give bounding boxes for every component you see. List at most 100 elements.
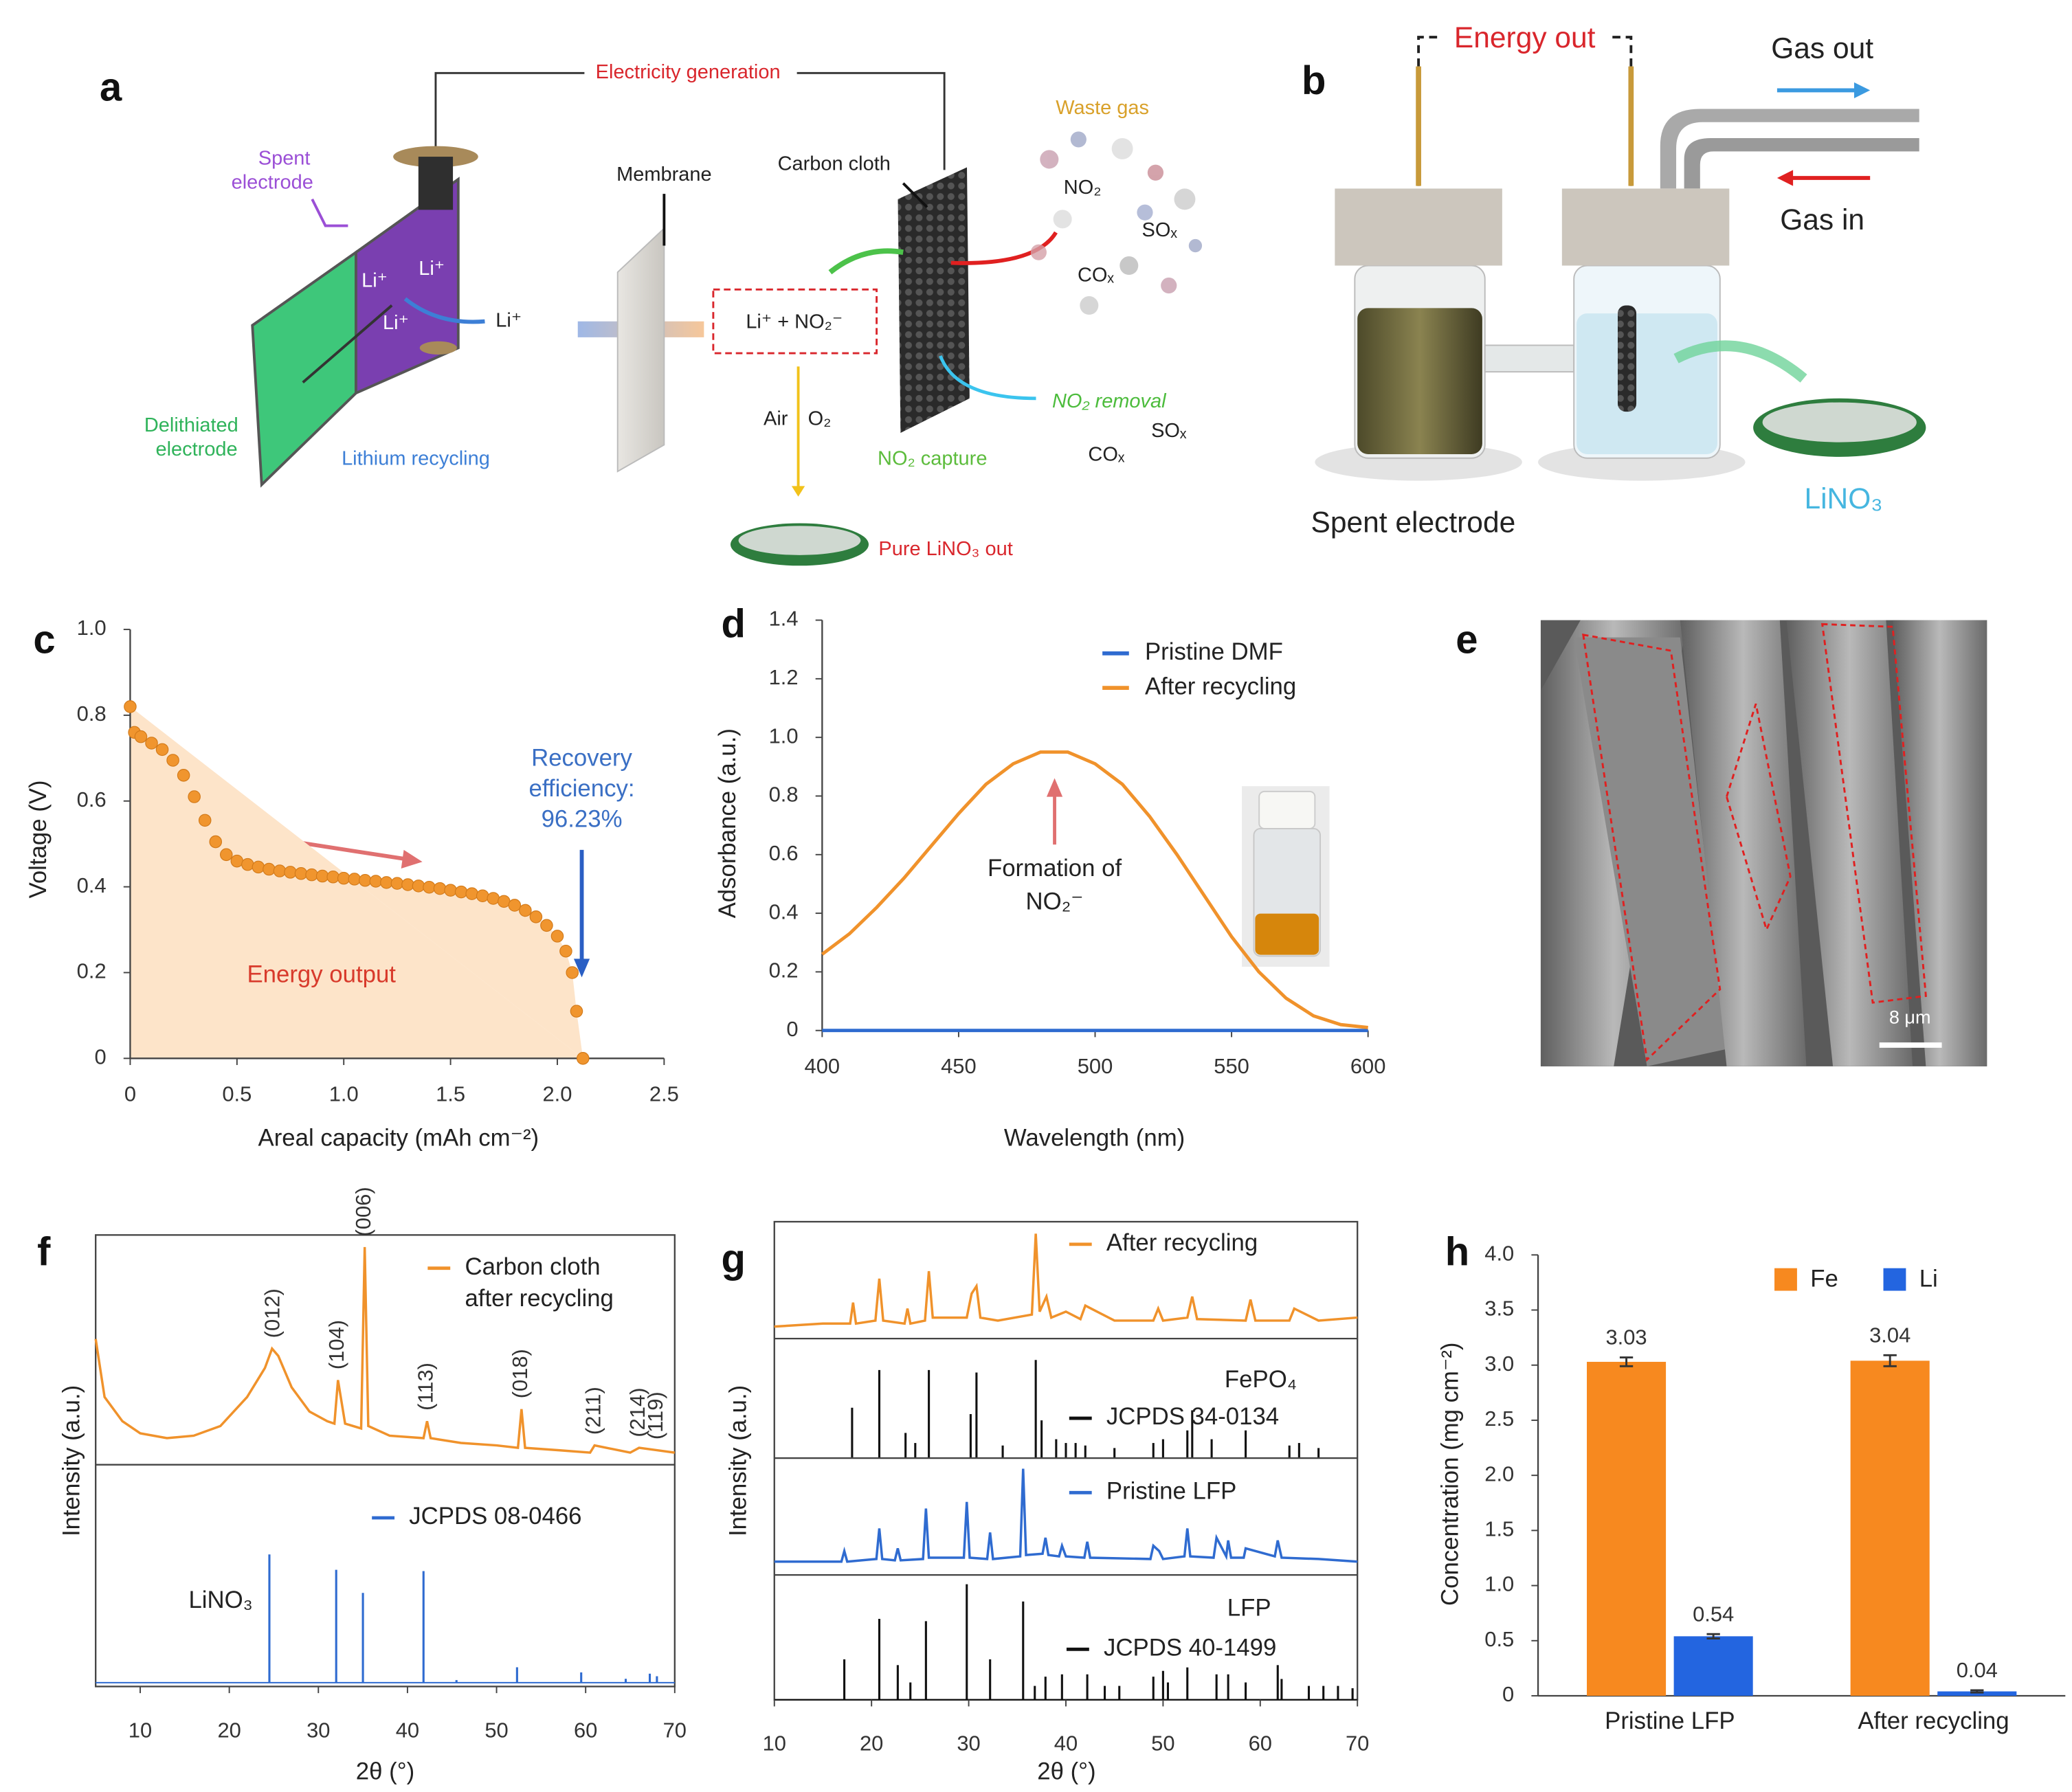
label: NO₂ capture — [878, 447, 987, 469]
point — [390, 877, 404, 890]
legend-label: Fe — [1810, 1266, 1838, 1292]
x-axis-label: 2θ (°) — [356, 1758, 414, 1784]
label: LiNO₃ — [1804, 483, 1882, 515]
pointer — [902, 182, 928, 208]
peak-label: (211) — [581, 1387, 605, 1435]
point — [166, 754, 179, 767]
point — [498, 895, 511, 908]
y-tick-label: 1.0 — [77, 616, 107, 640]
label: Li⁺ — [383, 312, 409, 334]
y-tick-label: 0.6 — [769, 841, 799, 865]
pipe — [1684, 137, 1919, 189]
arrow — [1673, 340, 1807, 383]
diagram-a: Electricity generation Spent electrode L… — [144, 59, 1203, 566]
y-tick-label: 0.8 — [77, 702, 107, 726]
membrane — [616, 227, 665, 473]
point — [380, 876, 393, 889]
x-tick-label: 1.5 — [436, 1082, 465, 1106]
point — [177, 769, 190, 782]
y-tick-label: 3.5 — [1484, 1297, 1514, 1321]
point — [423, 880, 436, 894]
peak-label: (119) — [643, 1391, 667, 1440]
point — [444, 884, 457, 897]
point — [508, 899, 522, 912]
x-tick-label: 10 — [129, 1718, 152, 1742]
point — [188, 790, 201, 803]
point — [566, 966, 579, 979]
crystals — [1762, 402, 1917, 443]
line — [774, 1233, 1358, 1328]
panel-text: FePO₄ — [1225, 1367, 1297, 1393]
y-tick-label: 1.5 — [1484, 1517, 1514, 1541]
peak-label: (113) — [414, 1363, 438, 1411]
point — [369, 875, 383, 888]
gas-molecules — [1030, 131, 1203, 315]
x-tick-label: 550 — [1214, 1054, 1249, 1078]
error-bar — [1706, 1633, 1720, 1640]
point — [198, 814, 212, 827]
pipe — [1660, 109, 1919, 189]
peak-label: (012) — [260, 1288, 285, 1338]
label: Carbon cloth — [465, 1254, 600, 1280]
panel-label: h — [1445, 1231, 1469, 1275]
label: NO₂ removal — [1052, 390, 1167, 412]
arrow — [403, 297, 485, 324]
point — [252, 860, 265, 874]
y-axis-label: Concentration (mg cm⁻²) — [1438, 1342, 1464, 1605]
label: Formation of — [988, 855, 1122, 882]
point — [412, 880, 425, 893]
point — [519, 904, 532, 917]
bar — [1587, 1361, 1667, 1696]
electrode-cap — [419, 341, 457, 355]
highlight — [1582, 634, 1722, 1062]
label: Energy out — [1454, 22, 1596, 54]
x-tick-label: 30 — [957, 1732, 980, 1756]
y-tick-label: 1.4 — [769, 607, 799, 631]
x-tick-label: 2.0 — [542, 1082, 572, 1106]
panel-labels: a b c d e f g h — [33, 59, 1478, 1281]
label: JCPDS 34-0134 — [1106, 1404, 1279, 1430]
panel-label: a — [100, 66, 122, 110]
label: SOₓ — [1151, 420, 1187, 442]
y-tick-label: 3.0 — [1484, 1352, 1514, 1376]
point — [559, 944, 572, 958]
y-tick-label: 1.0 — [1484, 1572, 1514, 1596]
label: COₓ — [1078, 265, 1114, 287]
label: JCPDS 40-1499 — [1104, 1635, 1276, 1661]
label: electrode — [232, 171, 313, 193]
electrolyte — [1357, 308, 1482, 454]
value-label: 3.04 — [1869, 1323, 1911, 1347]
point — [550, 930, 564, 943]
label: Pure LiNO₃ out — [878, 538, 1012, 560]
legend-label: After recycling — [1145, 673, 1296, 699]
arrow — [828, 248, 904, 275]
error-bar — [1883, 1354, 1897, 1367]
point — [540, 919, 553, 932]
point — [529, 910, 543, 923]
electrode-rod — [1628, 66, 1634, 186]
label: Delithiated — [144, 414, 238, 436]
point — [576, 1052, 590, 1065]
peak-label: (018) — [508, 1349, 532, 1398]
line — [774, 1468, 1358, 1563]
point — [241, 858, 254, 871]
x-tick-label: 10 — [763, 1732, 786, 1756]
panel-text: LFP — [1227, 1595, 1271, 1622]
legend-label: Pristine DMF — [1145, 639, 1283, 665]
point — [155, 743, 169, 757]
y-tick-label: 0.5 — [1484, 1627, 1514, 1651]
label: COₓ — [1088, 444, 1124, 466]
fiber — [1786, 620, 1913, 1066]
point — [359, 873, 372, 887]
y-axis-label: Adsorbance (a.u.) — [715, 728, 741, 918]
panel-label: g — [721, 1237, 745, 1281]
frame — [773, 1220, 1359, 1701]
peak-label: (214) — [625, 1387, 649, 1437]
bar — [1937, 1691, 2017, 1696]
legend-label: Li — [1919, 1266, 1938, 1292]
arrow-head — [573, 959, 590, 978]
line — [821, 750, 1368, 1029]
x-tick-label: 500 — [1078, 1054, 1113, 1078]
y-tick-label: 0.2 — [77, 959, 107, 983]
